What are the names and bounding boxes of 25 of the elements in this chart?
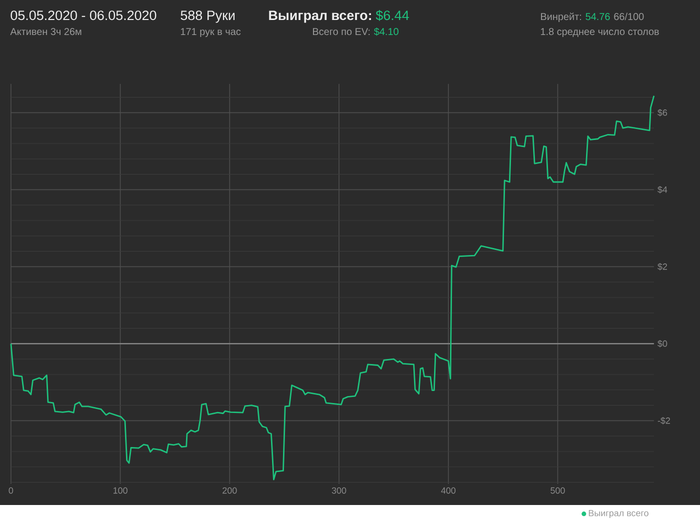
y-tick-label: $4 (658, 186, 668, 194)
text: 54.76 (586, 13, 610, 20)
text: Всего по EV: (313, 28, 370, 36)
chart-title: 05.05.2020 - 06.05.2020 (10, 10, 156, 20)
text: 66/100 (614, 12, 644, 20)
y-tick-label: -$2 (658, 417, 670, 424)
text: Выиграл всего: (269, 10, 371, 23)
y-tick-label: $2 (658, 263, 667, 270)
text: 1.8 среднее число столов (540, 28, 659, 38)
x-tick-label: 200 (222, 488, 237, 494)
y-tick-label: $6 (658, 109, 668, 116)
x-tick-label: 300 (332, 488, 346, 494)
text: $4.10 (374, 28, 398, 36)
text: Активен 3ч 26м (10, 28, 82, 36)
text: 171 рук в час (180, 28, 241, 38)
text: 588 Руки (180, 10, 235, 23)
x-tick-label: 100 (114, 488, 128, 494)
y-tick-label: $0 (658, 340, 668, 348)
x-tick-label: 500 (550, 488, 565, 494)
legend-label: Выиграл всего (588, 510, 648, 518)
text: $6.44 (376, 10, 409, 22)
x-tick-label: 0 (8, 488, 14, 494)
text: Винрейт: (541, 12, 581, 22)
x-tick-label: 400 (441, 488, 456, 494)
line-series (10, 95, 655, 480)
